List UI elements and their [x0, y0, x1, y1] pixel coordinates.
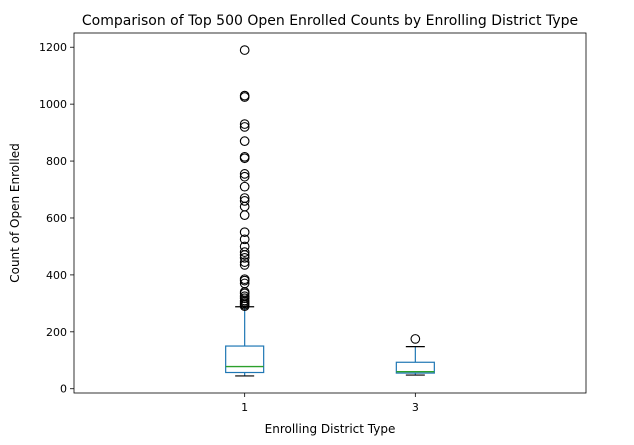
outlier-point: [239, 227, 250, 238]
box: [395, 361, 435, 374]
x-tick-label: 3: [412, 401, 419, 414]
outlier-point: [239, 196, 250, 206]
chart-title: Comparison of Top 500 Open Enrolled Coun…: [82, 13, 578, 29]
outlier-point: [239, 119, 250, 129]
y-tick-label: 1000: [39, 98, 67, 111]
outlier-point: [239, 169, 250, 179]
outlier-point: [410, 334, 421, 344]
outlier-point: [239, 136, 250, 146]
x-tick-label: 1: [241, 401, 248, 414]
outlier-point: [239, 234, 250, 245]
outlier-point: [239, 278, 250, 289]
outlier-point: [239, 90, 250, 101]
outlier-point: [239, 210, 250, 220]
outlier-point: [239, 257, 250, 267]
outlier-point: [239, 252, 250, 263]
outlier-point: [239, 247, 250, 257]
y-tick-label: 0: [60, 383, 67, 396]
y-axis-label: Count of Open Enrolled: [8, 143, 22, 283]
plot-content: [225, 45, 435, 377]
y-tick-label: 800: [46, 155, 67, 168]
outlier-point: [239, 291, 250, 302]
outlier-point: [239, 122, 250, 132]
outlier-point: [239, 171, 250, 182]
plot-frame: [73, 32, 587, 394]
y-tick-label: 1200: [39, 41, 67, 54]
y-tick-label: 400: [46, 269, 67, 282]
outlier-point: [239, 274, 250, 285]
outlier-point: [239, 151, 250, 162]
outlier-point: [239, 193, 250, 203]
outlier-point: [239, 181, 250, 192]
y-tick-label: 600: [46, 212, 67, 225]
x-axis-label: Enrolling District Type: [265, 422, 396, 436]
outlier-point: [239, 260, 250, 270]
box: [225, 345, 265, 374]
y-tick-label: 200: [46, 326, 67, 339]
y-axis: 0 200 400 600 800 1000 1200: [39, 41, 74, 396]
outlier-point: [239, 241, 250, 252]
outlier-point: [239, 45, 250, 55]
